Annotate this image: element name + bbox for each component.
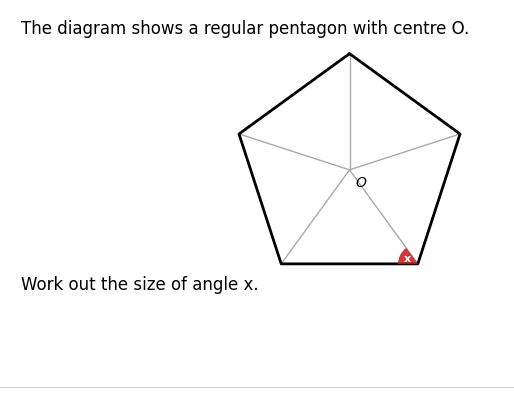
Text: O: O: [355, 176, 366, 190]
Text: Work out the size of angle x.: Work out the size of angle x.: [21, 276, 258, 295]
Text: x: x: [404, 254, 411, 264]
Text: The diagram shows a regular pentagon with centre O.: The diagram shows a regular pentagon wit…: [21, 20, 469, 38]
Wedge shape: [398, 248, 418, 264]
